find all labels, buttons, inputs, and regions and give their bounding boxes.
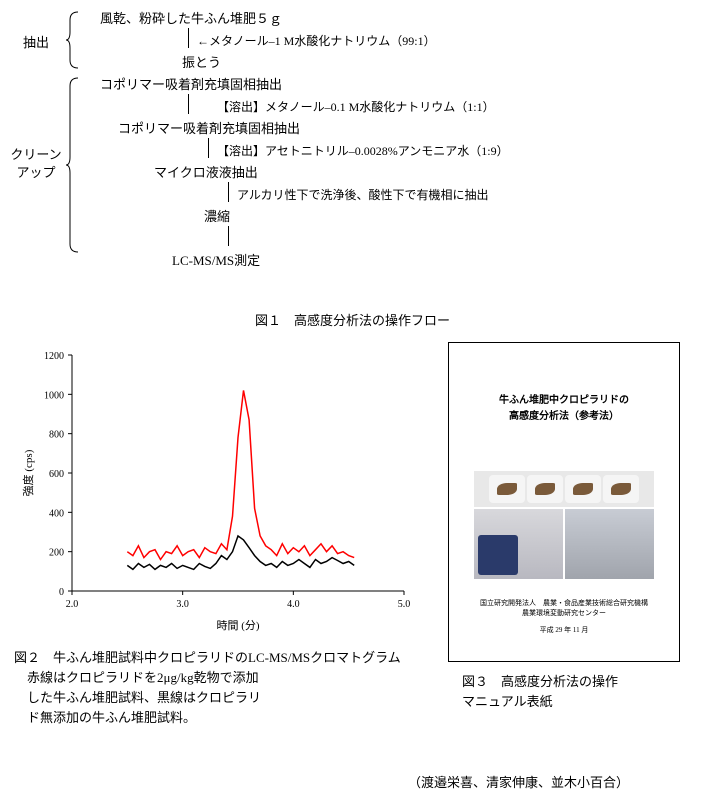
svg-text:600: 600 (49, 469, 64, 480)
manual-date: 平成 29 年 11 月 (459, 625, 669, 636)
manual-title: 牛ふん堆肥中クロピラリドの 高感度分析法（参考法） (459, 393, 669, 425)
svg-text:4.0: 4.0 (287, 599, 300, 610)
manual-title-1: 牛ふん堆肥中クロピラリドの (499, 395, 629, 406)
fig2-line3: ド無添加の牛ふん堆肥試料。 (14, 708, 414, 728)
flow-note-4: 【溶出】アセトニトリル–0.0028%アンモニア水（1:9） (82, 140, 592, 162)
fig2-caption: 図２ 牛ふん堆肥試料中クロピラリドのLC-MS/MSクロマトグラム 赤線はクロピ… (14, 648, 414, 729)
fig3-title: 図３ 高感度分析法の操作 (462, 672, 680, 692)
svg-text:時間 (分): 時間 (分) (216, 619, 259, 632)
fig3-line1: マニュアル表紙 (462, 692, 680, 712)
flow-connector (188, 94, 189, 114)
authors: （渡邉栄喜、清家伸康、並木小百合） (408, 772, 629, 791)
flow-step-1: 風乾、粉砕した牛ふん堆肥５ｇ (82, 8, 592, 30)
manual-footer: 国立研究開発法人 農業・食品産業技術総合研究機構 農業環境変動研究センター 平成… (459, 598, 669, 636)
fig2-line2: した牛ふん堆肥試料、黒線はクロピラリ (14, 688, 414, 708)
flow-step-4: コポリマー吸着剤充填固相抽出 (82, 118, 592, 140)
flow-step-3: コポリマー吸着剤充填固相抽出 (82, 74, 592, 96)
leaf-dish (489, 475, 525, 503)
fig3-region: 牛ふん堆肥中クロピラリドの 高感度分析法（参考法） 国立研究開発法人 農業・食品… (448, 342, 680, 712)
machine-photo-row (474, 509, 654, 579)
flow-step-6: 濃縮 (82, 206, 592, 228)
machine-photo-1 (474, 509, 563, 579)
svg-text:強度 (cps): 強度 (cps) (21, 449, 35, 496)
svg-text:1000: 1000 (44, 390, 64, 401)
svg-text:1200: 1200 (44, 351, 64, 362)
flow-connector (228, 182, 229, 202)
svg-text:2.0: 2.0 (66, 599, 79, 610)
flowchart: 抽出 クリーンアップ 風乾、粉砕した牛ふん堆肥５ｇ ←メタノール–1 M水酸化ナ… (12, 8, 592, 272)
machine-photo-2 (565, 509, 654, 579)
svg-text:0: 0 (59, 587, 64, 598)
svg-text:200: 200 (49, 548, 64, 559)
chart-svg: 0 200 400 600 800 1000 1200 2.0 3.0 4.0 5.0 時間 (分) 強… (18, 345, 418, 635)
fig2-line1: 赤線はクロピラリドを2μg/kg乾物で添加 (14, 668, 414, 688)
svg-text:800: 800 (49, 430, 64, 441)
manual-org: 国立研究開発法人 農業・食品産業技術総合研究機構 農業環境変動研究センター (459, 598, 669, 619)
flow-connector (188, 28, 189, 48)
flow-connector (228, 226, 229, 246)
flow-connector (208, 138, 209, 158)
chromatogram-chart: 0 200 400 600 800 1000 1200 2.0 3.0 4.0 5.0 時間 (分) 強… (18, 345, 418, 635)
leaf-dish (603, 475, 639, 503)
flow-step-7: LC-MS/MS測定 (82, 250, 592, 272)
flow-step-2: 振とう (82, 52, 592, 74)
manual-photos (474, 471, 654, 579)
fig2-title: 図２ 牛ふん堆肥試料中クロピラリドのLC-MS/MSクロマトグラム (14, 648, 414, 668)
flow-note-3: 【溶出】メタノール–0.1 M水酸化ナトリウム（1:1） (82, 96, 592, 118)
svg-text:5.0: 5.0 (398, 599, 411, 610)
flow-step-5: マイクロ液液抽出 (82, 162, 592, 184)
flow-note-5: アルカリ性下で洗浄後、酸性下で有機相に抽出 (82, 184, 592, 206)
svg-text:3.0: 3.0 (176, 599, 189, 610)
flow-note-1: ←メタノール–1 M水酸化ナトリウム（99:1） (82, 30, 592, 52)
svg-text:400: 400 (49, 508, 64, 519)
fig1-caption: 図１ 高感度分析法の操作フロー (0, 310, 705, 329)
fig3-caption: 図３ 高感度分析法の操作 マニュアル表紙 (448, 672, 680, 712)
leaf-photo-row (474, 471, 654, 507)
manual-title-2: 高感度分析法（参考法） (509, 411, 619, 422)
manual-cover: 牛ふん堆肥中クロピラリドの 高感度分析法（参考法） 国立研究開発法人 農業・食品… (448, 342, 680, 662)
leaf-dish (565, 475, 601, 503)
leaf-dish (527, 475, 563, 503)
